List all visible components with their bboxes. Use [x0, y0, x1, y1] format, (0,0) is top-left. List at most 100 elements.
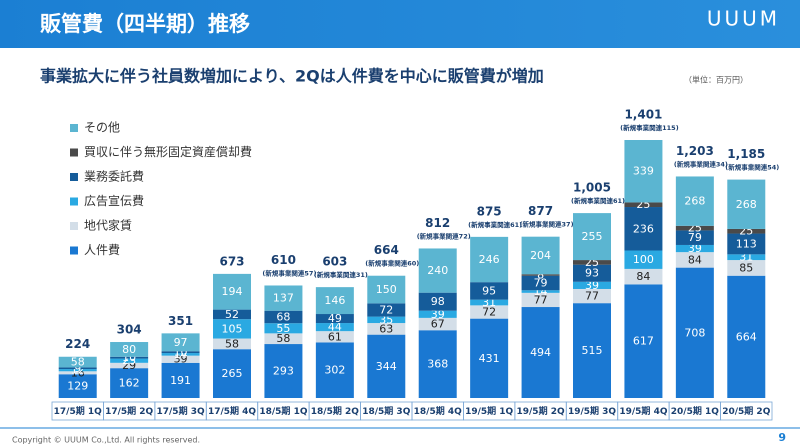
- segment-label: 39: [585, 279, 599, 292]
- segment-label: 236: [633, 222, 654, 235]
- segment-label: 255: [582, 230, 603, 243]
- segment-label: 137: [273, 292, 294, 305]
- segment-label: 100: [633, 253, 654, 266]
- x-tick-label: 20/5期 2Q: [722, 405, 770, 417]
- bar-segment: [470, 305, 509, 319]
- bar-segment: [624, 207, 663, 251]
- x-tick-label: 20/5期 1Q: [671, 405, 719, 417]
- bar-segment: [161, 351, 200, 354]
- bar-segment: [58, 374, 97, 398]
- bar-segment: [675, 230, 714, 245]
- bar-segment: [161, 355, 200, 363]
- total-label: 1,401: [624, 108, 662, 122]
- segment-label: 194: [222, 285, 243, 298]
- total-label: 351: [168, 314, 193, 328]
- bar-segment: [573, 288, 611, 304]
- segment-label: 49: [328, 312, 342, 325]
- bar-segment: [521, 236, 560, 275]
- bar-segment: [213, 319, 251, 339]
- x-tick-label: 17/5期 4Q: [208, 405, 256, 417]
- bar-segment: [624, 268, 663, 285]
- annotation: (新規事業関連54): [725, 163, 779, 172]
- segment-label: 268: [736, 198, 757, 211]
- bar-segment: [727, 260, 766, 276]
- bar-segment: [213, 309, 251, 320]
- total-label: 603: [322, 255, 347, 269]
- segment-label: 39: [174, 353, 188, 366]
- segment-label: 268: [684, 195, 705, 208]
- bar-segment: [573, 260, 611, 265]
- bar-segment: [521, 307, 560, 398]
- bar-segment: [727, 254, 766, 261]
- segment-label: 246: [479, 253, 500, 266]
- x-tick-label: 18/5期 4Q: [414, 405, 462, 417]
- segment-label: 664: [736, 330, 757, 343]
- bar-segment: [110, 358, 149, 363]
- segment-label: 95: [482, 284, 496, 297]
- segment-label: 240: [427, 264, 448, 277]
- bar-segment: [418, 317, 457, 331]
- bar-segment: [573, 213, 611, 261]
- bar-segment: [110, 368, 149, 398]
- bar-segment: [624, 284, 663, 398]
- legend-swatch: [70, 246, 78, 255]
- x-tick-label: 18/5期 2Q: [311, 405, 359, 417]
- segment-label: 302: [324, 364, 345, 377]
- bar-segment: [213, 273, 251, 310]
- segment-label: 191: [170, 374, 191, 387]
- bar-segment: [573, 281, 611, 289]
- bar-segment: [727, 179, 766, 229]
- header-bar: [0, 0, 800, 48]
- bar-segment: [470, 282, 509, 300]
- legend-label: 人件費: [84, 242, 120, 257]
- bar-segment: [521, 292, 560, 308]
- segment-label: 293: [273, 365, 294, 378]
- bar-segment: [110, 342, 149, 357]
- segment-label: 708: [684, 326, 705, 339]
- unit-label: （単位：百万円）: [684, 75, 748, 85]
- bar-segment: [675, 244, 714, 253]
- annotation: (新規事業関連115): [620, 123, 679, 132]
- bar-segment: [367, 316, 406, 324]
- segment-label: 77: [585, 290, 599, 303]
- bar-segment: [727, 275, 766, 398]
- segment-label: 515: [582, 344, 603, 357]
- segment-label: 58: [71, 356, 85, 369]
- category-box: [720, 401, 773, 421]
- total-label: 1,203: [676, 144, 714, 158]
- segment-label: 9: [74, 362, 81, 375]
- page-number: 9: [778, 431, 786, 444]
- bar-segment: [110, 356, 149, 359]
- segment-label: 150: [376, 283, 397, 296]
- annotation: (新規事業関連72): [417, 231, 471, 240]
- segment-label: 63: [379, 322, 393, 335]
- chart-title: 事業拡大に伴う社員数増加により、2Qは人件費を中心に販管費が増加: [40, 67, 544, 86]
- bar-segment: [367, 323, 406, 335]
- legend-label: 広告宣伝費: [84, 193, 144, 208]
- segment-label: 97: [174, 336, 188, 349]
- bar-segment: [161, 353, 200, 356]
- bar-segment: [264, 344, 303, 398]
- total-label: 875: [477, 204, 502, 218]
- bar-segment: [624, 250, 663, 269]
- x-tick-label: 17/5期 1Q: [54, 405, 102, 417]
- segment-label: 58: [276, 332, 290, 345]
- bar-segment: [213, 349, 251, 398]
- bar-segment: [727, 228, 766, 234]
- bar-segment: [315, 323, 354, 332]
- bar-segment: [315, 314, 354, 324]
- bar-segment: [418, 248, 457, 293]
- segment-label: 52: [225, 308, 239, 321]
- x-tick-label: 19/5期 4Q: [619, 405, 667, 417]
- segment-label: 39: [431, 308, 445, 321]
- copyright: Copyright © UUUM Co.,Ltd. All rights res…: [12, 436, 200, 445]
- logo: UUUM: [707, 7, 780, 31]
- segment-label: 72: [482, 306, 496, 319]
- bar-segment: [675, 252, 714, 268]
- bar-segment: [675, 176, 714, 226]
- header-title: 販管費（四半期）推移: [40, 12, 250, 36]
- bar-segment: [264, 285, 303, 311]
- bar-segment: [470, 299, 509, 306]
- annotation: (新規事業関連34): [674, 159, 728, 168]
